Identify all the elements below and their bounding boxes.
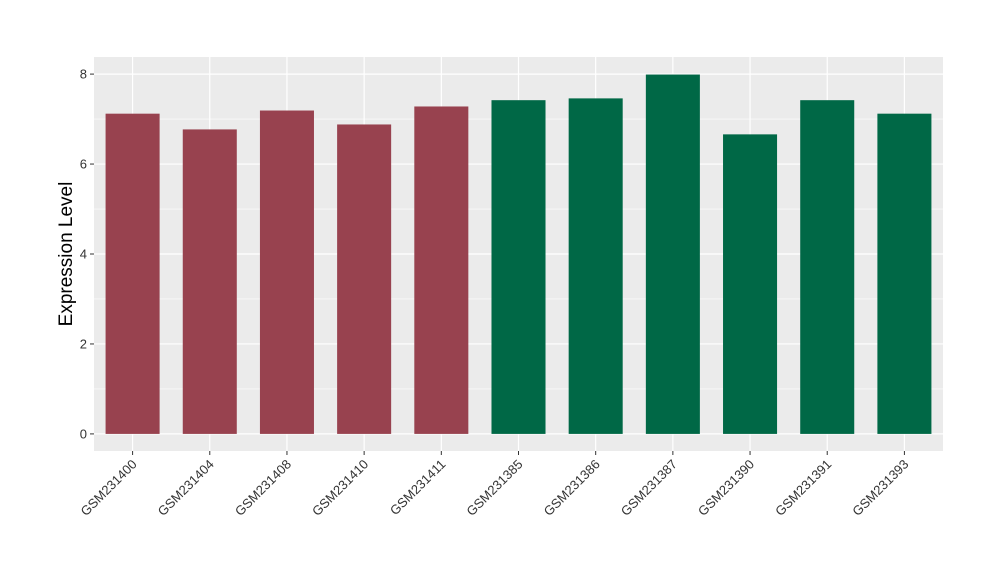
bar-GSM231387 <box>645 74 700 434</box>
bar-GSM231385 <box>491 100 546 434</box>
y-tick-label: 8 <box>80 67 87 82</box>
x-tick-label: GSM231410 <box>309 457 371 519</box>
bar-GSM231393 <box>877 113 932 434</box>
bar-GSM231410 <box>337 124 392 434</box>
x-tick-label: GSM231393 <box>849 457 911 519</box>
y-tick-label: 2 <box>80 336 87 351</box>
bar-GSM231390 <box>723 134 778 434</box>
y-axis: 0 2 4 6 8 <box>80 67 94 441</box>
bar-GSM231386 <box>568 98 623 434</box>
x-tick-label: GSM231387 <box>618 457 680 519</box>
x-tick-label: GSM231385 <box>463 457 525 519</box>
bar-GSM231404 <box>182 129 237 434</box>
bar-GSM231391 <box>800 100 855 434</box>
x-tick-label: GSM231386 <box>541 457 603 519</box>
bar-GSM231408 <box>259 110 314 434</box>
x-tick-label: GSM231400 <box>77 457 139 519</box>
x-tick-label: GSM231391 <box>772 457 834 519</box>
x-tick-label: GSM231404 <box>155 457 217 519</box>
bars-group <box>105 74 932 434</box>
x-axis: GSM231400 GSM231404 GSM231408 GSM231410 GSM2… <box>77 451 912 519</box>
x-tick-label: GSM231390 <box>695 457 757 519</box>
y-tick-label: 6 <box>80 157 87 172</box>
bar-GSM231411 <box>414 106 469 434</box>
x-tick-label: GSM231411 <box>387 457 449 519</box>
bar-GSM231400 <box>105 113 160 434</box>
y-tick-label: 0 <box>80 426 87 441</box>
y-axis-title: Expression Level <box>56 182 77 327</box>
x-tick-label: GSM231408 <box>232 457 294 519</box>
y-tick-label: 4 <box>80 247 87 262</box>
